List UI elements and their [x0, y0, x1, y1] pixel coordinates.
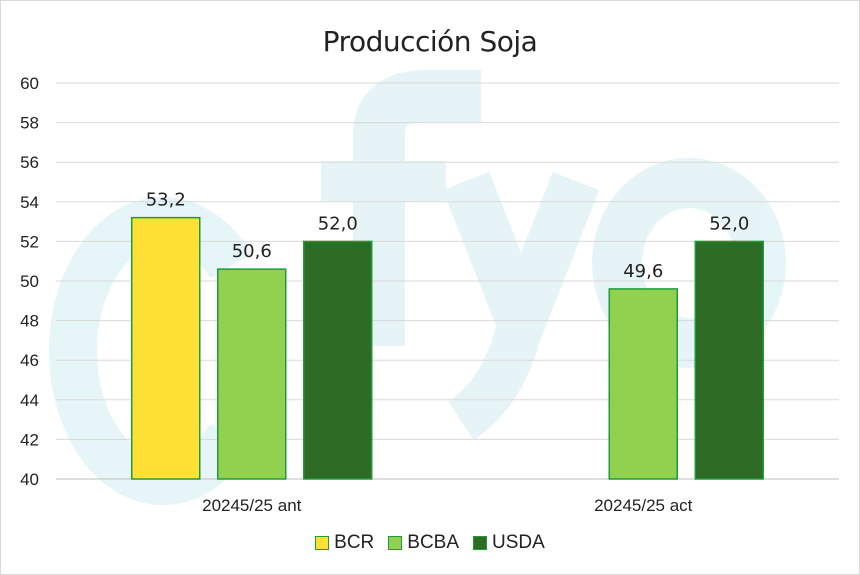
y-tick-label: 58: [20, 114, 39, 133]
legend-label: BCR: [334, 532, 375, 553]
x-category-label: 20245/25 ant: [202, 496, 302, 515]
legend-swatch: [388, 536, 403, 550]
x-category-label: 20245/25 act: [594, 496, 693, 515]
y-tick-label: 50: [20, 272, 39, 291]
legend-item-bcr: BCR: [315, 532, 374, 554]
data-label: 52,0: [318, 213, 358, 234]
chart-title: Producción Soja: [322, 25, 538, 58]
y-tick-label: 42: [20, 430, 39, 449]
y-tick-label: 56: [20, 153, 39, 172]
bar-usda: [694, 240, 764, 480]
legend-swatch: [315, 536, 330, 550]
bar-bcba: [217, 268, 287, 480]
data-label: 50,6: [232, 241, 272, 262]
y-tick-label: 46: [20, 351, 39, 370]
y-tick-label: 60: [20, 74, 39, 93]
legend-swatch: [473, 536, 488, 550]
legend-label: BCBA: [407, 532, 460, 553]
y-tick-label: 40: [20, 470, 39, 489]
bar-bcba: [608, 288, 678, 480]
bar-bcr: [131, 216, 201, 480]
data-label: 52,0: [709, 213, 749, 234]
data-label: 53,2: [146, 190, 186, 211]
bar-usda: [303, 240, 373, 480]
y-tick-label: 48: [20, 312, 39, 331]
y-tick-label: 54: [20, 193, 39, 212]
y-tick-label: 44: [20, 391, 39, 410]
y-tick-label: 52: [20, 232, 39, 251]
chart-legend: BCR BCBA USDA: [1, 532, 859, 554]
data-label: 49,6: [623, 261, 663, 282]
legend-label: USDA: [492, 532, 545, 553]
legend-item-bcba: BCBA: [388, 532, 459, 554]
legend-item-usda: USDA: [473, 532, 545, 554]
